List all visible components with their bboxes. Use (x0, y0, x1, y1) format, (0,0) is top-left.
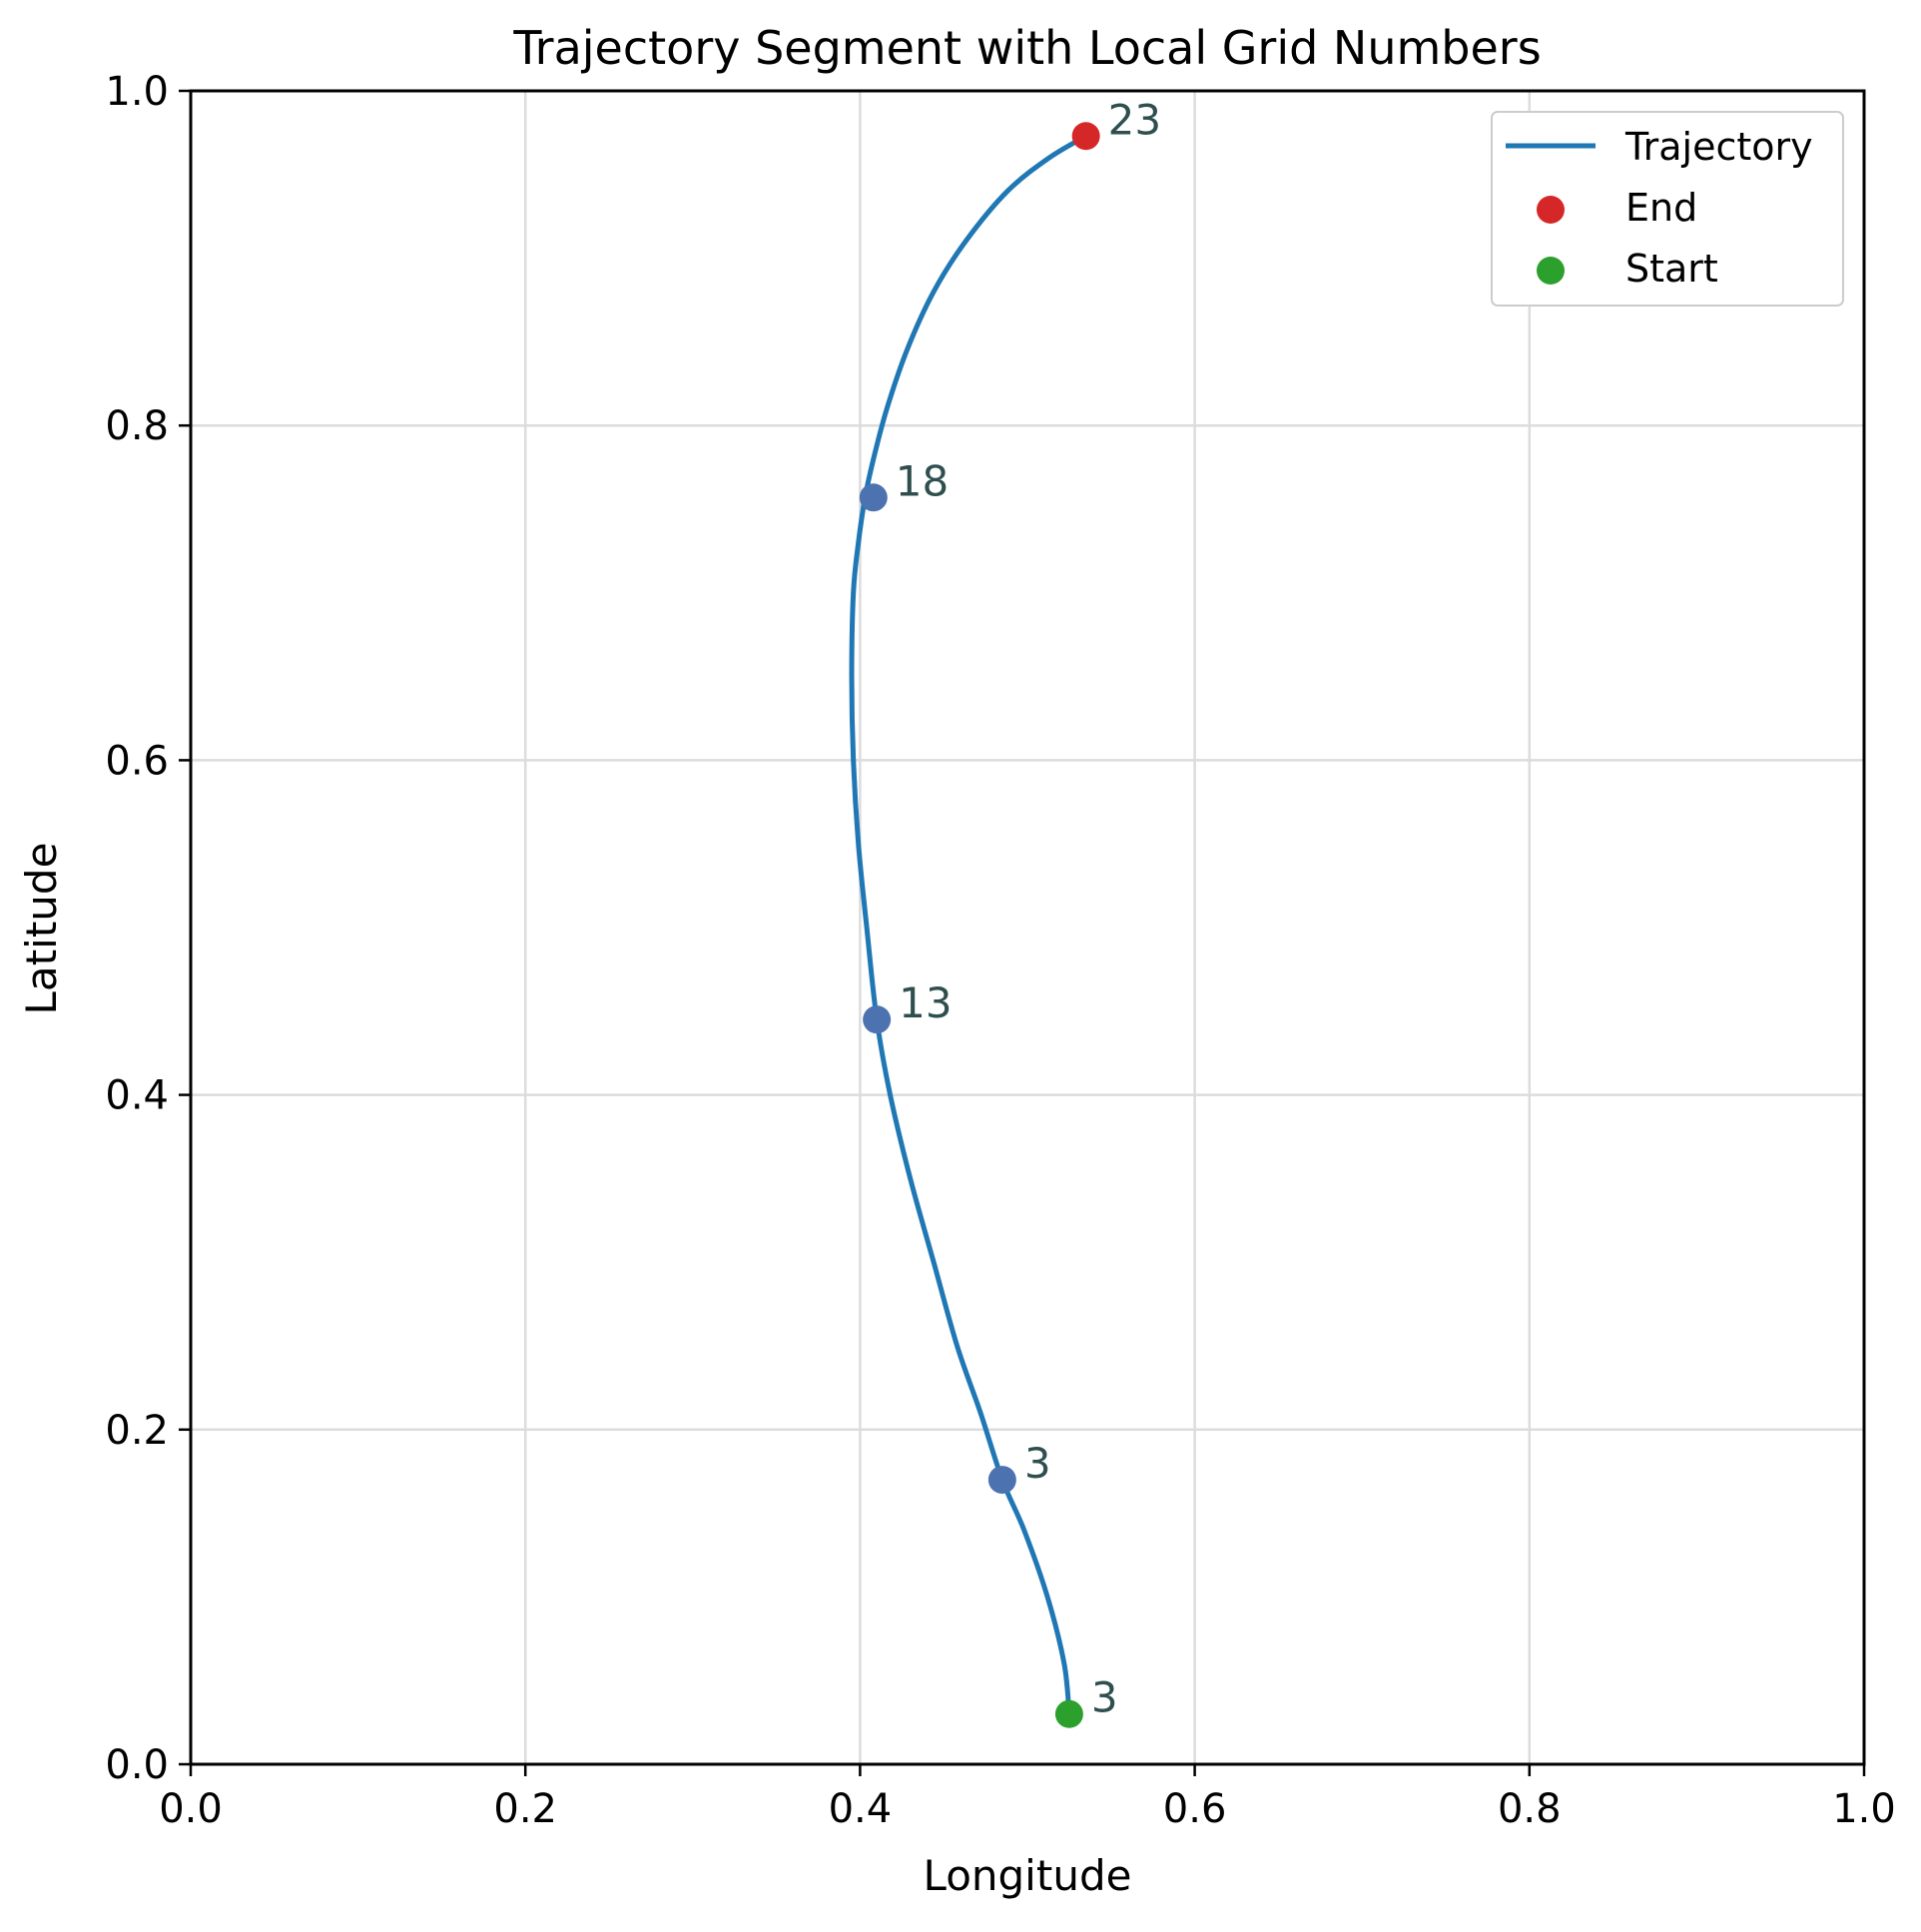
grid-number-label: 23 (1108, 95, 1161, 144)
grid-number-label: 18 (896, 456, 949, 505)
grid-point-marker (863, 1005, 892, 1034)
y-tick-label: 1.0 (105, 69, 169, 115)
y-tick-label: 0.2 (105, 1408, 169, 1454)
legend-label: Start (1625, 247, 1718, 291)
grid-number-label: 3 (1024, 1439, 1051, 1488)
legend-dot-swatch (1537, 257, 1565, 285)
y-tick-label: 0.8 (105, 403, 169, 449)
chart-title: Trajectory Segment with Local Grid Numbe… (512, 21, 1541, 75)
x-tick-label: 0.8 (1498, 1786, 1562, 1832)
y-tick-label: 0.6 (105, 738, 169, 784)
grid-point-marker (987, 1466, 1016, 1495)
legend: Trajectory End Start (1491, 111, 1844, 307)
plot-border (189, 89, 1866, 1766)
grid-number-label: 13 (899, 978, 952, 1027)
legend-box (1491, 111, 1844, 307)
marker-layer: 23 18 13 3 3 (859, 95, 1161, 1728)
plot-frame (189, 89, 1866, 1766)
legend-label: Trajectory (1624, 125, 1813, 169)
grid-lines (189, 89, 1866, 1766)
x-tick-label: 0.6 (1163, 1786, 1227, 1832)
start-point-marker (1054, 1699, 1083, 1728)
grid-number-label: 3 (1091, 1673, 1118, 1722)
legend-dot-swatch (1537, 196, 1565, 224)
y-axis-title: Latitude (17, 843, 66, 1015)
end-point-marker (1071, 122, 1100, 151)
x-tick-label: 0.2 (493, 1786, 557, 1832)
grid-point-marker (859, 483, 888, 512)
y-tick-label: 0.0 (105, 1742, 169, 1788)
x-axis-title: Longitude (924, 1851, 1132, 1900)
legend-label: End (1625, 186, 1697, 230)
y-tick-label: 0.4 (105, 1073, 169, 1119)
axis-ticks: 0.0 0.2 0.4 0.6 0.8 1.0 0.0 0.2 0.4 0.6 0.8 1.0 (105, 69, 1895, 1832)
x-tick-label: 1.0 (1832, 1786, 1896, 1832)
legend-items: Trajectory End Start (1506, 125, 1813, 291)
x-tick-label: 0.0 (159, 1786, 223, 1832)
trajectory-line (849, 133, 1089, 1717)
trajectory-layer (849, 133, 1089, 1717)
x-tick-label: 0.4 (829, 1786, 893, 1832)
